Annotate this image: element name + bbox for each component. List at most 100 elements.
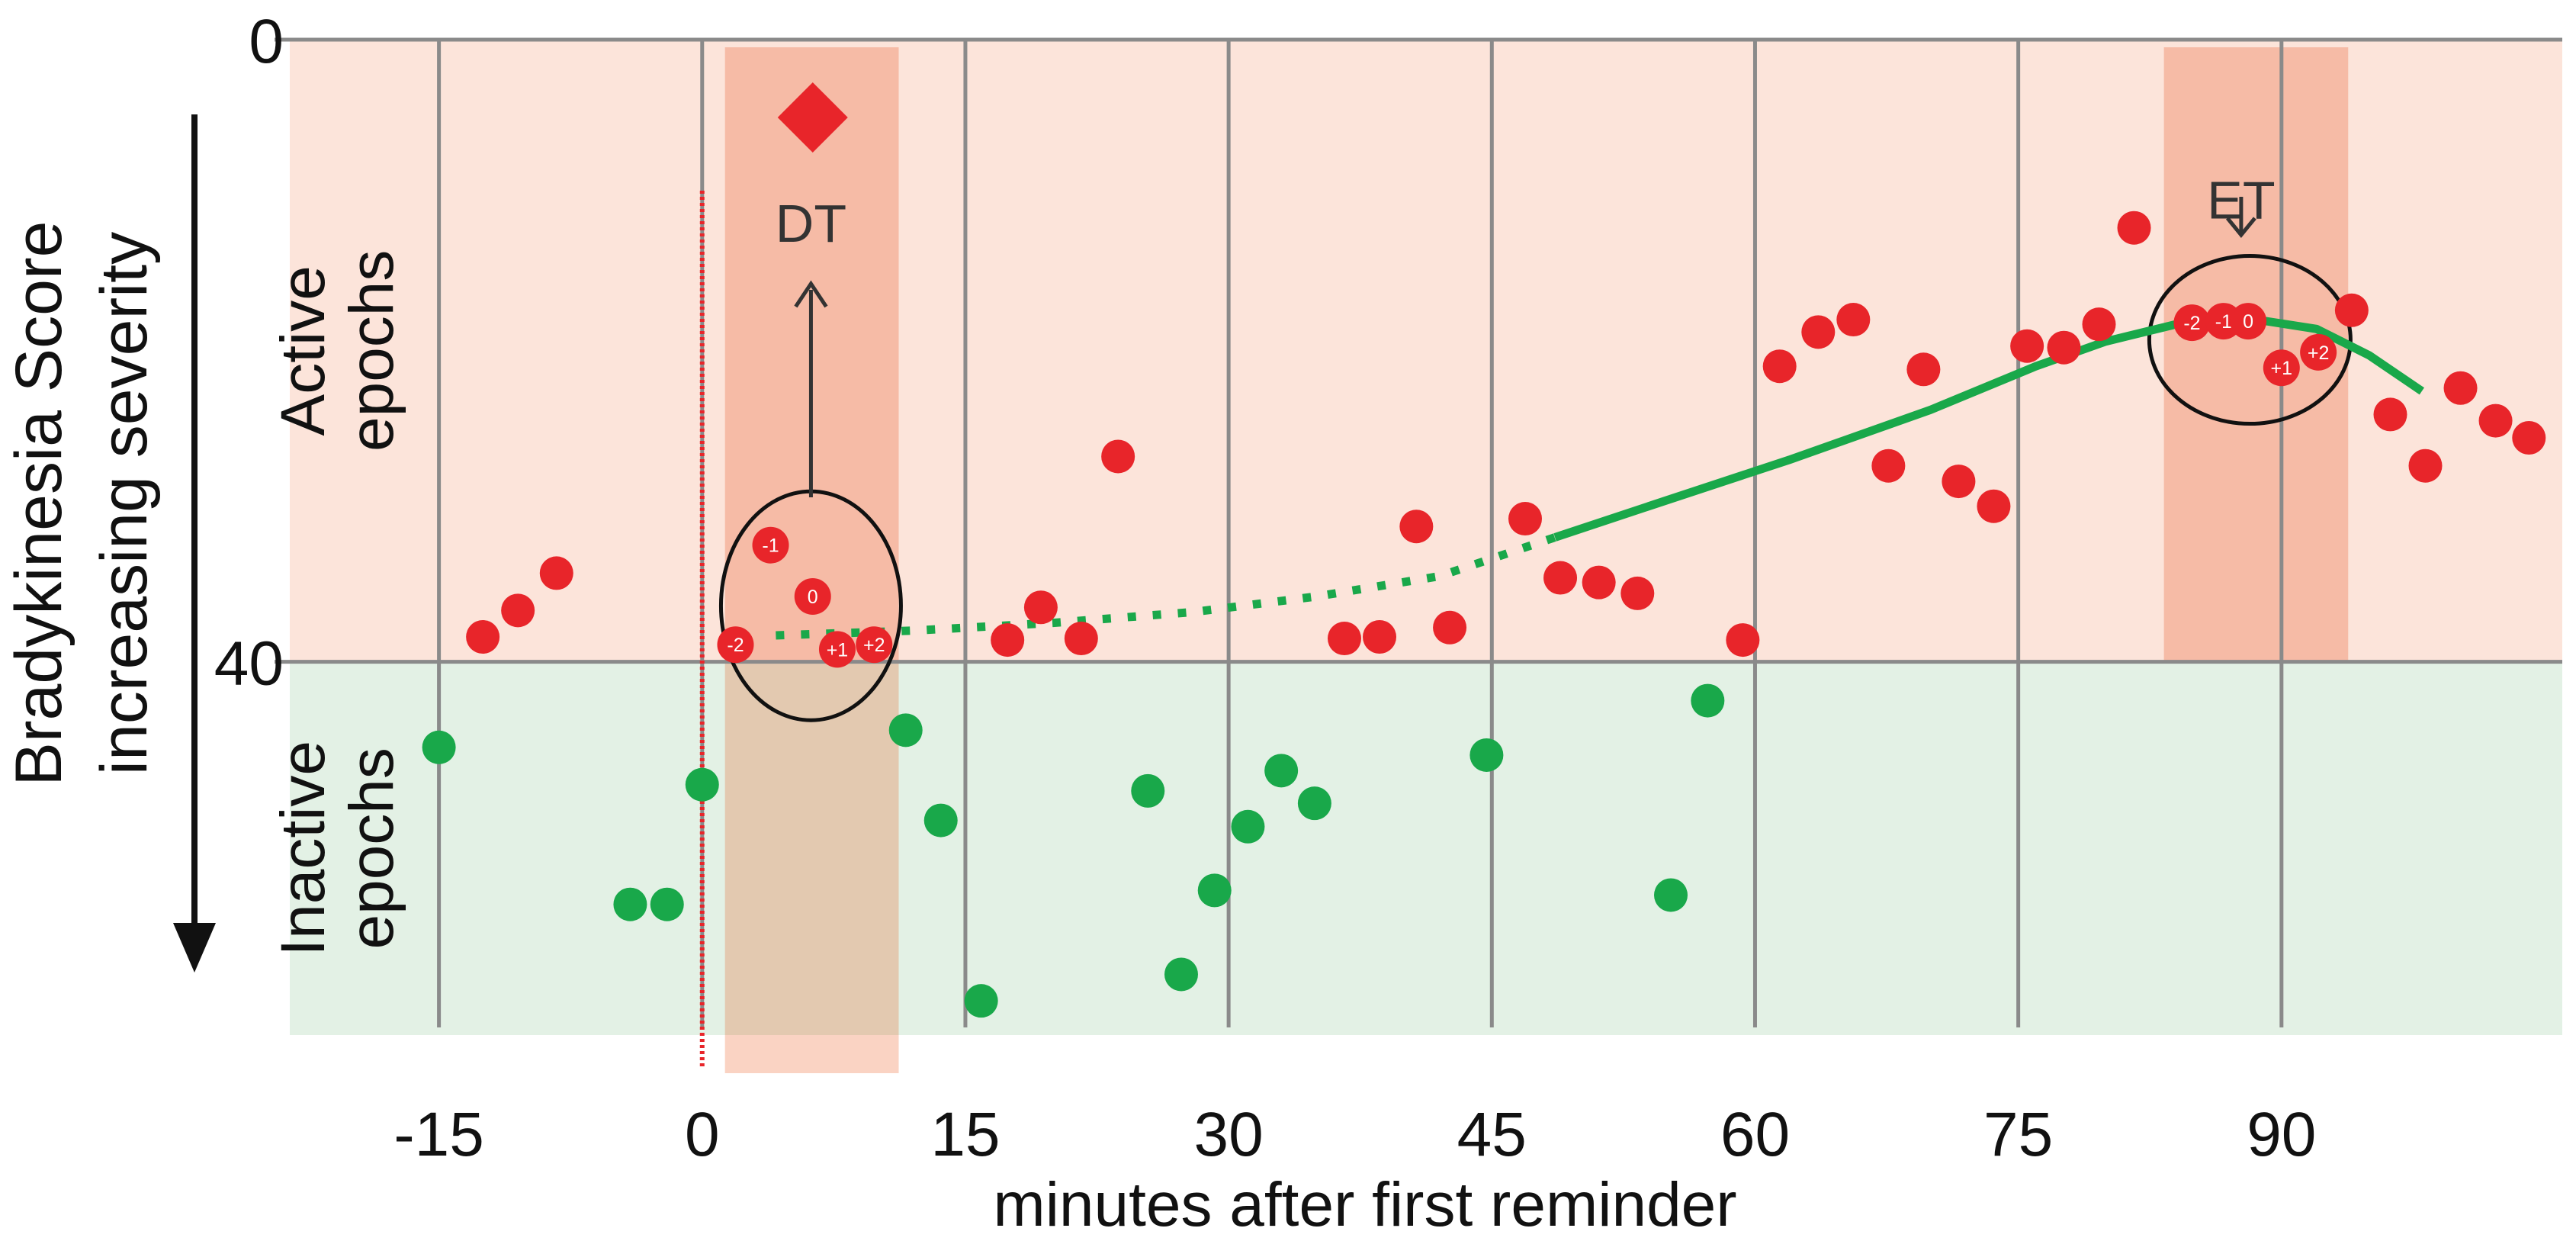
x-tick-label-6: 75 <box>1983 1100 2053 1169</box>
y-tick-label-1: 40 <box>214 629 284 699</box>
active-point-7 <box>856 626 893 664</box>
band-label-0-line2: epochs <box>337 250 406 452</box>
active-point-27 <box>1977 489 2011 523</box>
active-point-8 <box>991 623 1025 657</box>
x-tick-label-3: 30 <box>1194 1100 1264 1169</box>
y-axis-sublabel: increasing severity <box>88 232 161 775</box>
point-label-5: 0 <box>808 587 818 608</box>
y-axis-label: Bradykinesia Score <box>2 221 75 786</box>
inactive-point-5 <box>923 803 958 838</box>
active-point-23 <box>1836 303 1871 337</box>
grid-layer <box>275 37 2562 1027</box>
inactive-point-8 <box>1164 957 1198 992</box>
point-label-36: +2 <box>2308 342 2330 364</box>
inactive-point-4 <box>888 713 923 747</box>
annotation-layer: DT ET <box>776 82 2276 497</box>
active-point-40 <box>2443 371 2478 405</box>
severity-arrow-head <box>173 923 216 973</box>
band-1 <box>290 661 2562 1035</box>
active-point-21 <box>1762 349 1797 384</box>
active-point-26 <box>1942 465 1976 499</box>
point-label-6: +1 <box>827 639 849 661</box>
active-point-24 <box>1871 448 1906 483</box>
point-label-3: -2 <box>727 635 744 656</box>
window-0-tail <box>724 1035 899 1073</box>
active-point-32 <box>2173 304 2211 342</box>
point-label-7: +2 <box>863 635 885 656</box>
active-point-35 <box>2263 349 2300 387</box>
active-point-36 <box>2300 333 2337 371</box>
active-point-34 <box>2230 303 2267 340</box>
active-point-0 <box>466 620 500 654</box>
et-arrow-head <box>2225 217 2256 238</box>
active-point-41 <box>2478 403 2513 438</box>
active-point-17 <box>1543 561 1578 595</box>
y-axis-title: Bradykinesia Score increasing severity <box>2 114 216 973</box>
band-label-1-line2: epochs <box>337 747 406 949</box>
dt-diamond-marker <box>777 82 848 153</box>
inactive-point-1 <box>613 887 647 921</box>
inactive-point-9 <box>1197 873 1232 908</box>
inactive-point-0 <box>422 730 456 764</box>
active-point-13 <box>1363 620 1397 654</box>
point-label-32: -2 <box>2183 313 2200 334</box>
x-axis-label: minutes after first reminder <box>993 1170 1736 1239</box>
active-point-16 <box>1508 502 1543 536</box>
active-point-14 <box>1399 510 1434 544</box>
inactive-point-6 <box>964 984 998 1018</box>
active-point-25 <box>1906 352 1941 387</box>
x-tick-label-7: 90 <box>2247 1100 2316 1169</box>
et-epoch-circle <box>2147 254 2353 426</box>
active-point-22 <box>1801 315 1836 349</box>
active-point-2 <box>539 556 573 590</box>
active-point-4 <box>752 526 789 564</box>
x-tick-label-0: -15 <box>393 1100 484 1169</box>
active-point-29 <box>2047 330 2081 365</box>
inactive-point-2 <box>650 887 684 921</box>
active-point-20 <box>1726 623 1760 657</box>
inactive-point-13 <box>1469 738 1504 772</box>
inactive-point-7 <box>1131 773 1165 808</box>
active-point-19 <box>1620 576 1655 610</box>
active-point-10 <box>1064 622 1098 656</box>
x-tick-label-5: 60 <box>1720 1100 1790 1169</box>
x-tick-label-4: 45 <box>1457 1100 1527 1169</box>
active-point-6 <box>818 631 856 668</box>
active-point-37 <box>2334 293 2369 327</box>
active-point-15 <box>1433 610 1467 645</box>
active-point-30 <box>2082 307 2116 342</box>
point-label-33: -1 <box>2215 311 2232 333</box>
active-point-28 <box>2010 329 2044 363</box>
point-label-35: +1 <box>2271 358 2293 379</box>
active-point-39 <box>2408 448 2443 483</box>
x-tick-label-1: 0 <box>685 1100 720 1169</box>
active-point-3 <box>717 626 754 664</box>
window-0-inactive <box>724 661 899 1035</box>
active-point-9 <box>1023 590 1058 625</box>
active-point-18 <box>1582 565 1616 600</box>
annotation-dt: DT <box>776 194 846 253</box>
point-layer: -2 -1 0 +1 +2 -2 -1 0 +1 +2 <box>422 211 2546 1018</box>
tick-layer: -15 0 15 30 45 60 75 90 0 40 <box>214 7 2317 1169</box>
active-point-42 <box>2512 421 2546 455</box>
active-point-38 <box>2373 397 2407 432</box>
active-point-5 <box>794 577 831 615</box>
inactive-point-11 <box>1264 754 1299 788</box>
trend-layer <box>776 313 2424 640</box>
active-point-12 <box>1327 622 1361 656</box>
dt-arrow-head <box>794 280 828 308</box>
inactive-point-12 <box>1297 786 1331 821</box>
band-label-0-line1: Active <box>268 265 338 436</box>
inactive-point-15 <box>1691 683 1725 718</box>
x-tick-label-2: 15 <box>930 1100 1000 1169</box>
trend-line-solid <box>1553 313 2424 542</box>
band-label-1-line1: Inactive <box>268 741 338 956</box>
inactive-point-10 <box>1231 809 1265 844</box>
active-point-1 <box>501 593 535 628</box>
active-point-31 <box>2117 211 2151 245</box>
active-point-11 <box>1101 439 1135 474</box>
y-tick-label-0: 0 <box>249 7 284 76</box>
inactive-point-3 <box>685 767 719 802</box>
inactive-point-14 <box>1654 878 1688 912</box>
